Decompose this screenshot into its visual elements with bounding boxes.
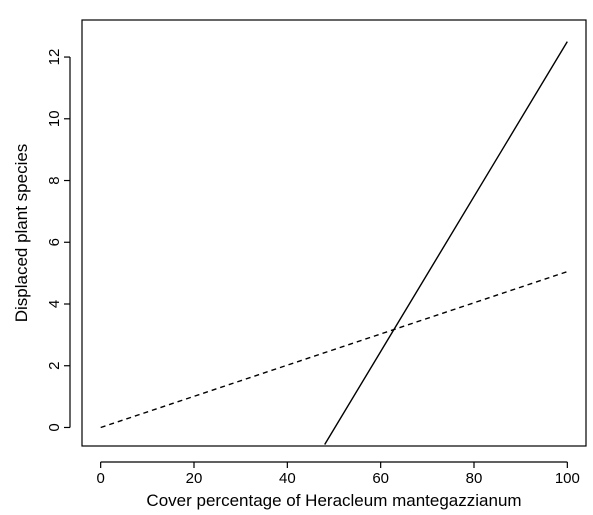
y-axis-title: Displaced plant species — [12, 144, 31, 323]
x-tick-label: 100 — [555, 470, 580, 487]
x-tick-label: 80 — [466, 470, 483, 487]
series-layer — [100, 41, 568, 445]
y-tick-label: 12 — [46, 49, 63, 66]
plot-frame — [81, 19, 587, 447]
dashed-series-line — [100, 270, 568, 429]
y-tick-label: 2 — [46, 362, 63, 370]
y-tick-label: 4 — [46, 300, 63, 308]
x-axis-title: Cover percentage of Heracleum mantegazzi… — [146, 491, 521, 510]
x-tick-label: 20 — [186, 470, 203, 487]
y-tick-label: 10 — [46, 110, 63, 127]
x-tick-label: 60 — [372, 470, 389, 487]
solid-series-line — [324, 41, 568, 445]
x-tick-label: 40 — [279, 470, 296, 487]
y-tick-label: 8 — [46, 176, 63, 184]
x-axis-ticks: 0 20 40 60 80 100 — [96, 461, 580, 487]
x-tick-label: 0 — [96, 470, 104, 487]
y-tick-label: 0 — [46, 423, 63, 431]
y-axis-ticks: 0 2 4 6 8 10 12 — [46, 49, 71, 432]
y-tick-label: 6 — [46, 238, 63, 246]
